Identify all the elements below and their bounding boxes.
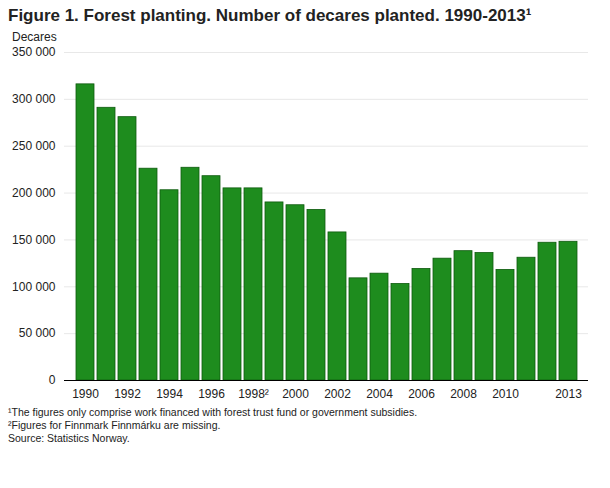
svg-text:1990: 1990: [72, 387, 99, 401]
html-text:Decares: Decares: [12, 30, 57, 44]
svg-text:1994: 1994: [156, 387, 183, 401]
html-text:¹The figures only comprise wor: ¹The figures only comprise work financed…: [8, 406, 418, 418]
svg-text:0: 0: [49, 373, 56, 387]
svg-text:2002: 2002: [324, 387, 351, 401]
html-text:²Figures for Finnmark Finnmárk: ²Figures for Finnmark Finnmárku are miss…: [8, 419, 221, 431]
svg-text:2013: 2013: [555, 387, 582, 401]
svg-text:1992: 1992: [114, 387, 141, 401]
svg-text:1998²: 1998²: [238, 387, 269, 401]
svg-text:50 000: 50 000: [19, 326, 56, 340]
svg-text:2006: 2006: [408, 387, 435, 401]
svg-text:1996: 1996: [198, 387, 225, 401]
svg-text:350 000: 350 000: [12, 45, 56, 59]
html-text:Source: Statistics Norway.: Source: Statistics Norway.: [8, 432, 130, 444]
svg-text:250 000: 250 000: [12, 139, 56, 153]
svg-text:150 000: 150 000: [12, 233, 56, 247]
svg-text:300 000: 300 000: [12, 92, 56, 106]
html-text:Figure 1. Forest planting. Num: Figure 1. Forest planting. Number of dec…: [8, 6, 532, 25]
svg-text:2000: 2000: [282, 387, 309, 401]
svg-text:2008: 2008: [450, 387, 477, 401]
svg-text:200 000: 200 000: [12, 186, 56, 200]
svg-text:100 000: 100 000: [12, 280, 56, 294]
svg-text:2004: 2004: [366, 387, 393, 401]
svg-text:2010: 2010: [492, 387, 519, 401]
